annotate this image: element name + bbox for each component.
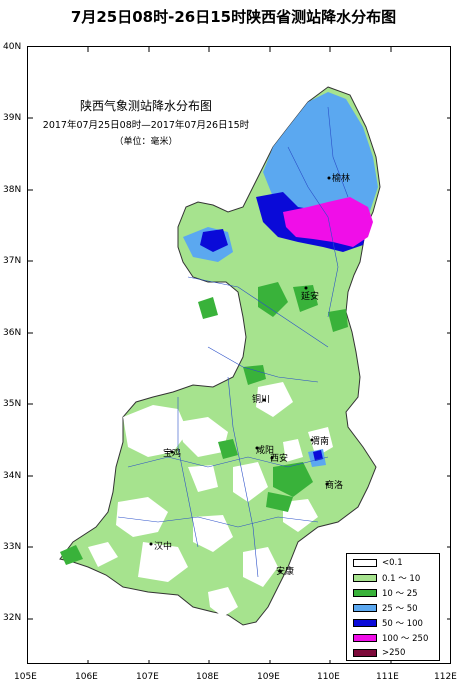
legend-swatch	[353, 619, 377, 627]
map-heading: 陕西气象测站降水分布图 2017年07月25日08时—2017年07月26日15…	[28, 97, 264, 147]
city-markers	[149, 176, 331, 573]
city-label-ankang: 安康	[276, 567, 295, 577]
legend-label: 50 ～ 100	[382, 619, 423, 629]
lat-label: 36N	[3, 328, 22, 338]
map-frame: 陕西气象测站降水分布图 2017年07月25日08时—2017年07月26日15…	[27, 46, 451, 664]
legend-label: 0.1 ～ 10	[382, 574, 421, 584]
lon-label: 105E	[14, 672, 37, 682]
legend-label: 25 ～ 50	[382, 604, 418, 614]
legend-label: <0.1	[382, 558, 403, 568]
lat-label: 32N	[3, 613, 22, 623]
page-title: 7月25日08时-26日15时陕西省测站降水分布图	[70, 8, 397, 26]
legend-label: 10 ～ 25	[382, 589, 418, 599]
legend-swatch	[353, 649, 377, 657]
lon-label: 108E	[196, 672, 219, 682]
city-label-xian: 西安	[270, 454, 289, 464]
no-rain-areas	[88, 382, 333, 617]
legend-item: 10 ～ 25	[353, 588, 418, 599]
map-date-range: 2017年07月25日08时—2017年07月26日15时	[42, 120, 250, 131]
rain-100-250-area	[283, 197, 373, 247]
legend-swatch	[353, 634, 377, 642]
lat-label: 40N	[3, 42, 22, 52]
axis-ticks	[28, 47, 450, 663]
map-unit: （单位：毫米）	[114, 137, 178, 147]
lat-label: 34N	[3, 471, 22, 481]
lat-label: 37N	[3, 256, 22, 266]
lat-label: 38N	[3, 185, 22, 195]
legend-item: <0.1	[353, 558, 403, 568]
legend-label: 100 ～ 250	[382, 634, 429, 644]
city-label-tongchuan: 铜川	[252, 395, 271, 405]
lat-label: 35N	[3, 399, 22, 409]
lon-label: 111E	[376, 672, 399, 682]
lon-label: 110E	[317, 672, 340, 682]
precipitation-map	[28, 47, 450, 663]
city-label-baoji: 宝鸡	[163, 449, 182, 459]
legend-item: 25 ～ 50	[353, 603, 418, 614]
legend-item: 50 ～ 100	[353, 618, 423, 629]
legend-swatch	[353, 604, 377, 612]
city-label-hanzhong: 汉中	[154, 542, 173, 552]
legend-item: 100 ～ 250	[353, 633, 429, 644]
lon-label: 106E	[75, 672, 98, 682]
legend-swatch	[353, 559, 377, 567]
legend-swatch	[353, 589, 377, 597]
lat-label: 33N	[3, 542, 22, 552]
legend-swatch	[353, 574, 377, 582]
legend-item: 0.1 ～ 10	[353, 573, 421, 584]
city-label-shangluo: 商洛	[325, 481, 344, 491]
legend-item: >250	[353, 648, 405, 658]
city-label-yulin: 榆林	[332, 174, 351, 184]
city-label-yanan: 延安	[301, 292, 320, 302]
map-title: 陕西气象测站降水分布图	[79, 99, 212, 113]
city-label-weinan: 渭南	[311, 437, 330, 447]
rain-25-50-area	[263, 92, 378, 225]
lon-label: 109E	[257, 672, 280, 682]
county-boundaries	[117, 106, 349, 578]
legend-label: >250	[382, 648, 406, 658]
lon-label: 107E	[136, 672, 159, 682]
lon-label: 112E	[434, 672, 457, 682]
legend: <0.1 0.1 ～ 10 10 ～ 25 25 ～ 50 50 ～ 100 1…	[346, 553, 440, 661]
lat-label: 39N	[3, 113, 22, 123]
city-label-xianyang: 咸阳	[256, 446, 275, 456]
